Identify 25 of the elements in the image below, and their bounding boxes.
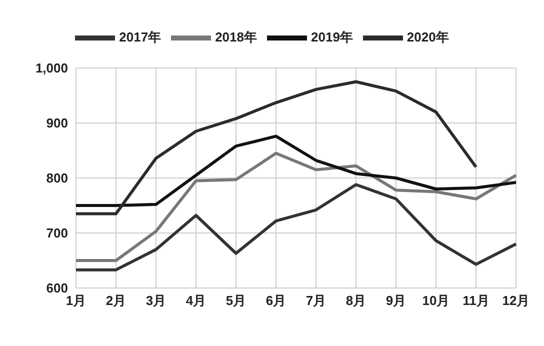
x-tick-label: 1月: [66, 293, 86, 308]
legend-label: 2017年: [119, 29, 162, 44]
line-series: [74, 152, 518, 262]
x-tick-label: 9月: [386, 293, 406, 308]
x-tick-label: 4月: [186, 293, 206, 308]
x-tick-label: 6月: [266, 293, 286, 308]
x-tick-label: 3月: [146, 293, 166, 308]
x-tick-label: 11月: [462, 293, 490, 308]
y-tick-label: 900: [46, 116, 68, 131]
line-series: [74, 183, 518, 272]
x-tick-label: 5月: [226, 293, 246, 308]
line-series: [74, 80, 478, 216]
x-tick-label: 12月: [502, 293, 530, 308]
legend-label: 2020年: [406, 29, 449, 44]
x-tick-label: 7月: [306, 293, 326, 308]
x-tick-label: 10月: [422, 293, 450, 308]
legend-label: 2019年: [311, 29, 353, 44]
y-tick-label: 600: [46, 280, 68, 296]
legend-label: 2018年: [215, 29, 257, 44]
x-tick-label: 2月: [106, 293, 126, 308]
y-tick-label: 1,000: [35, 60, 68, 76]
y-tick-label: 800: [46, 170, 68, 186]
line-series: [74, 134, 518, 207]
y-tick-label: 700: [46, 226, 68, 241]
x-tick-label: 8月: [346, 293, 366, 308]
